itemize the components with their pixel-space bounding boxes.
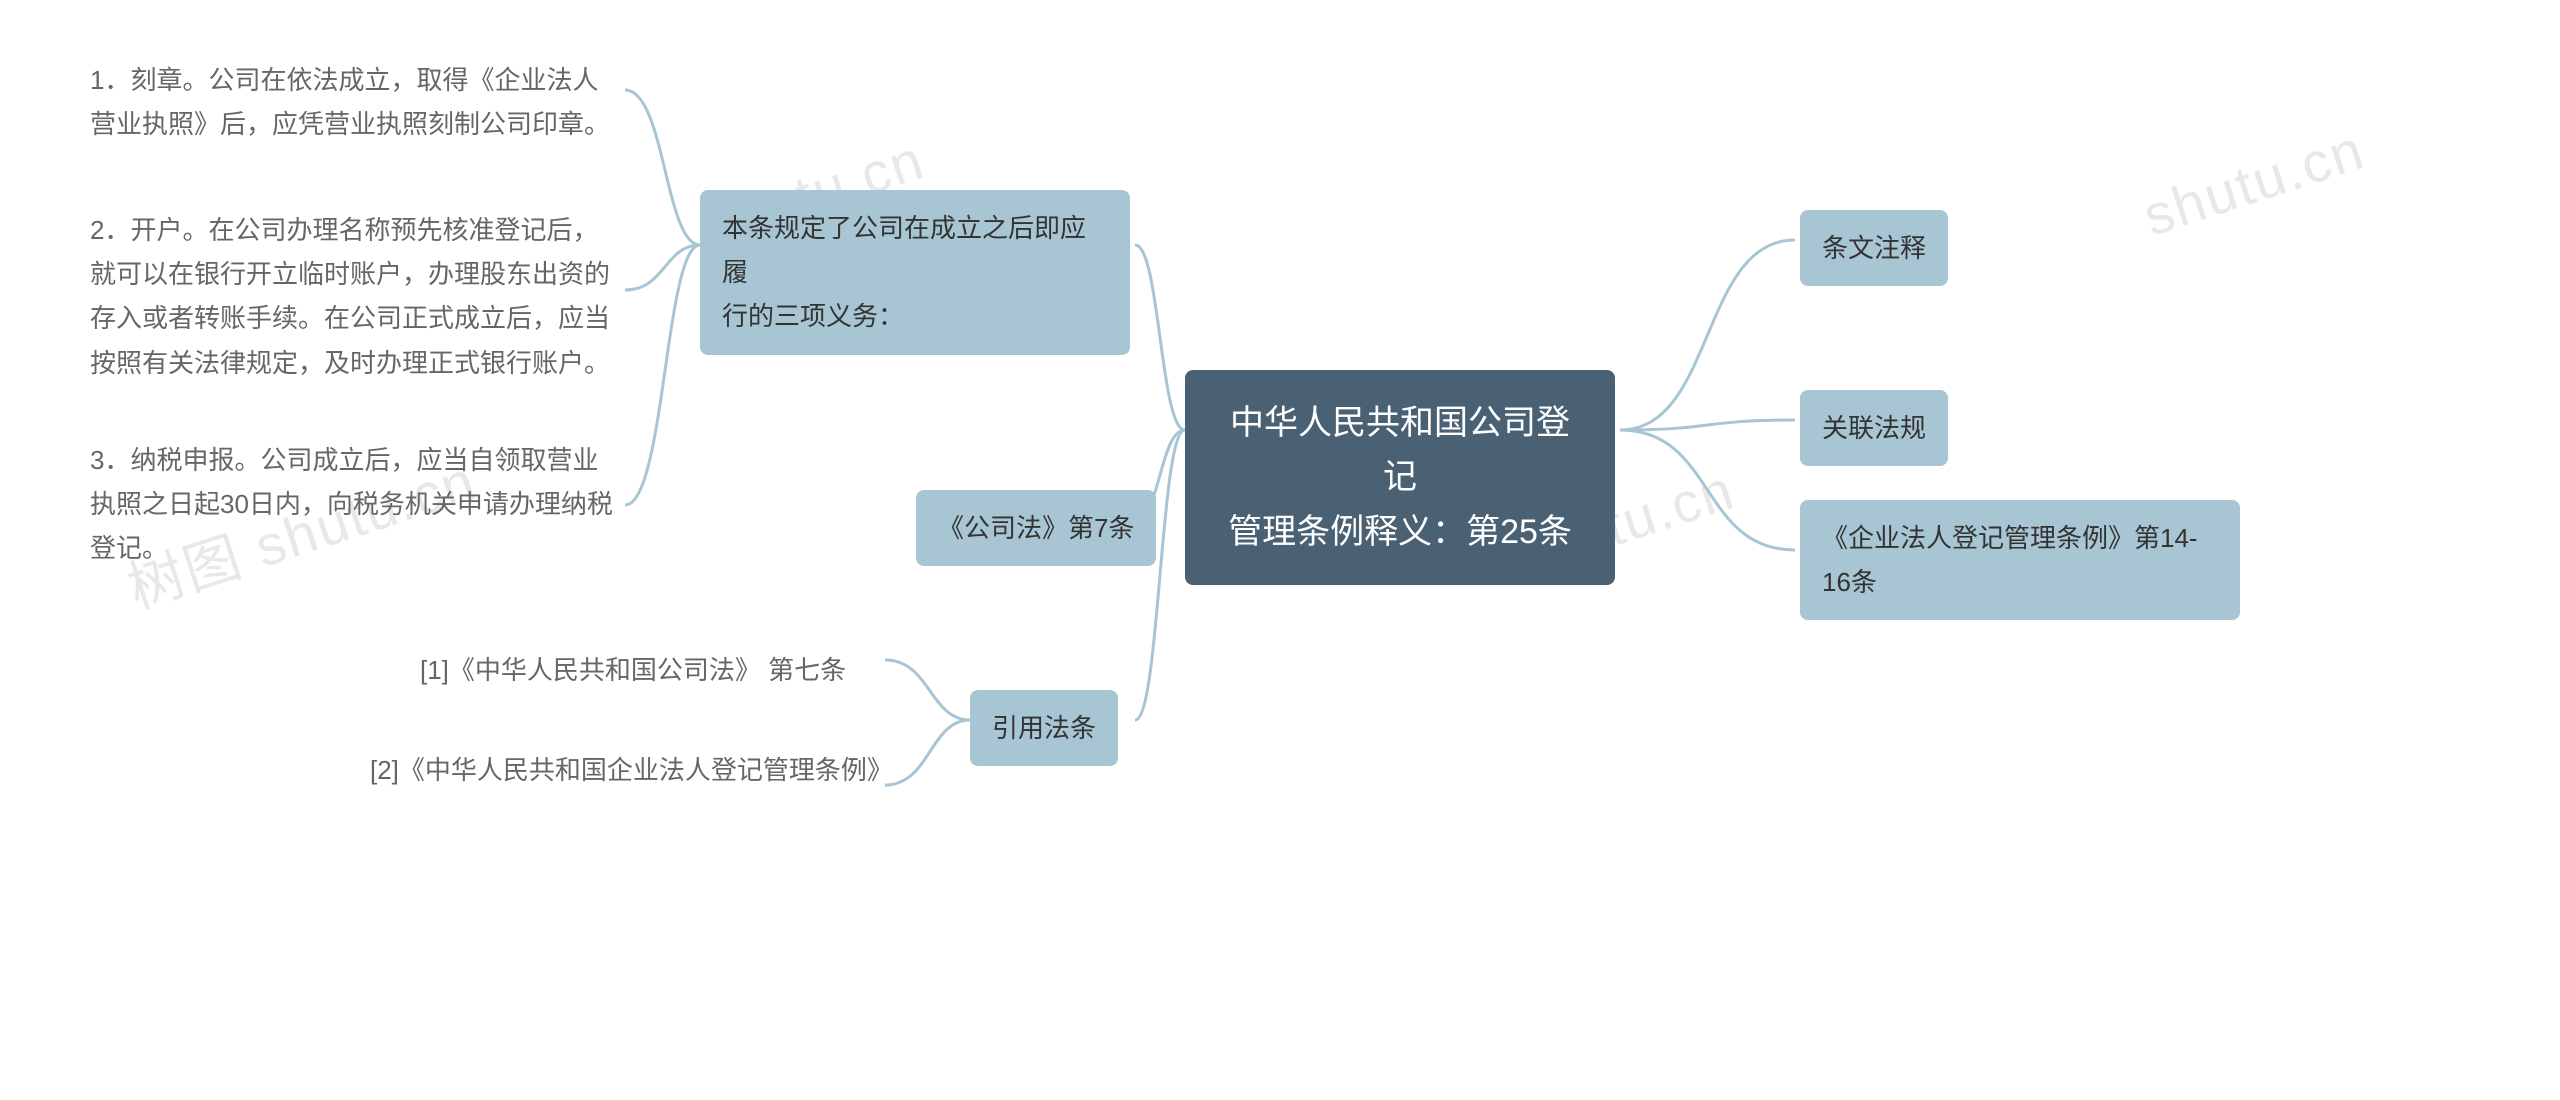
leaf-ref1: [1]《中华人民共和国公司法》 第七条 bbox=[420, 640, 846, 700]
leaf-ref2: [2]《中华人民共和国企业法人登记管理条例》 bbox=[370, 740, 880, 800]
branch-cited-law: 引用法条 bbox=[970, 690, 1118, 766]
branch-obligations: 本条规定了公司在成立之后即应履 行的三项义务： bbox=[700, 190, 1130, 355]
root-node: 中华人民共和国公司登记 管理条例释义：第25条 bbox=[1185, 370, 1615, 585]
branch-text-line2: 行的三项义务： bbox=[722, 301, 904, 331]
connector-b3-leaves bbox=[880, 645, 975, 825]
watermark: shutu.cn bbox=[2136, 116, 2373, 248]
branch-enterprise-reg: 《企业法人登记管理条例》第14-16条 bbox=[1800, 500, 2240, 620]
connector-root-left bbox=[1130, 190, 1190, 760]
leaf-account: 2．开户。在公司办理名称预先核准登记后，就可以在银行开立临时账户，办理股东出资的… bbox=[90, 200, 620, 393]
root-text-line1: 中华人民共和国公司登记 bbox=[1230, 404, 1570, 496]
connector-b1-leaves bbox=[620, 60, 705, 540]
branch-text-line1: 本条规定了公司在成立之后即应履 bbox=[722, 213, 1086, 287]
branch-company-law: 《公司法》第7条 bbox=[916, 490, 1156, 566]
branch-annotation: 条文注释 bbox=[1800, 210, 1948, 286]
root-text-line2: 管理条例释义：第25条 bbox=[1228, 513, 1572, 551]
leaf-seal: 1．刻章。公司在依法成立，取得《企业法人营业执照》后，应凭营业执照刻制公司印章。 bbox=[90, 50, 620, 154]
leaf-tax: 3．纳税申报。公司成立后，应当自领取营业执照之日起30日内，向税务机关申请办理纳… bbox=[90, 430, 620, 579]
connector-root-right bbox=[1615, 210, 1805, 610]
branch-related-law: 关联法规 bbox=[1800, 390, 1948, 466]
